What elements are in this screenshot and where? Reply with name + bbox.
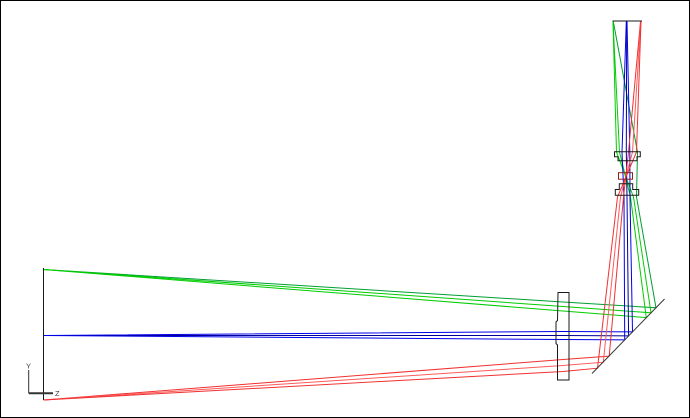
blue-ray-chief <box>43 21 630 337</box>
blue-ray-top <box>43 21 634 336</box>
green-ray-top <box>43 21 657 309</box>
red-ray-mid <box>43 21 642 401</box>
red-ray-bottom <box>43 21 642 401</box>
relay-stop <box>618 172 633 180</box>
axis-y-label: Y <box>26 362 31 371</box>
optical-elements <box>28 20 665 400</box>
ray-bundles <box>43 21 657 401</box>
main-lens <box>555 292 570 381</box>
blue-ray-bottom <box>43 21 627 341</box>
fold-mirror <box>591 298 665 374</box>
red-ray-top <box>43 21 641 401</box>
relay-lens-upper <box>614 151 641 162</box>
relay-lens-lower <box>614 183 640 196</box>
green-ray-mid <box>43 21 652 314</box>
axis-z-label: Z <box>55 389 60 398</box>
green-ray-bottom <box>43 21 647 319</box>
